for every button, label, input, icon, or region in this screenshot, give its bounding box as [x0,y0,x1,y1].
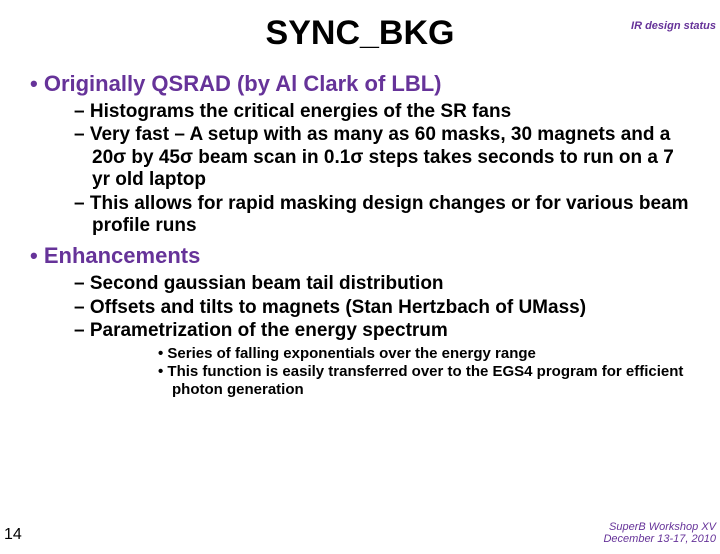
bullet-l2: Second gaussian beam tail distribution [74,273,696,295]
slide-body: Originally QSRAD (by Al Clark of LBL) Hi… [0,71,720,399]
bullet-l1: Originally QSRAD (by Al Clark of LBL) [30,71,696,97]
bullet-l3-group: Series of falling exponentials over the … [158,345,696,399]
bullet-l2: This allows for rapid masking design cha… [74,193,696,238]
page-number: 14 [4,526,22,544]
bullet-l2-group: Histograms the critical energies of the … [74,101,696,237]
bullet-l2: Offsets and tilts to magnets (Stan Hertz… [74,297,696,319]
bullet-l3: This function is easily transferred over… [158,363,696,399]
bullet-l1: Enhancements [30,243,696,269]
footer-right: SuperB Workshop XV December 13-17, 2010 [603,521,716,546]
bullet-l2: Histograms the critical energies of the … [74,101,696,123]
bullet-l2: Very fast – A setup with as many as 60 m… [74,124,696,191]
footer-line-1: SuperB Workshop XV [603,521,716,534]
slide-title: SYNC_BKG [0,14,720,53]
bullet-l2-group: Second gaussian beam tail distribution O… [74,273,696,398]
header-right-label: IR design status [631,20,716,32]
bullet-l3: Series of falling exponentials over the … [158,345,696,363]
bullet-l2: Parametrization of the energy spectrum [74,320,696,342]
